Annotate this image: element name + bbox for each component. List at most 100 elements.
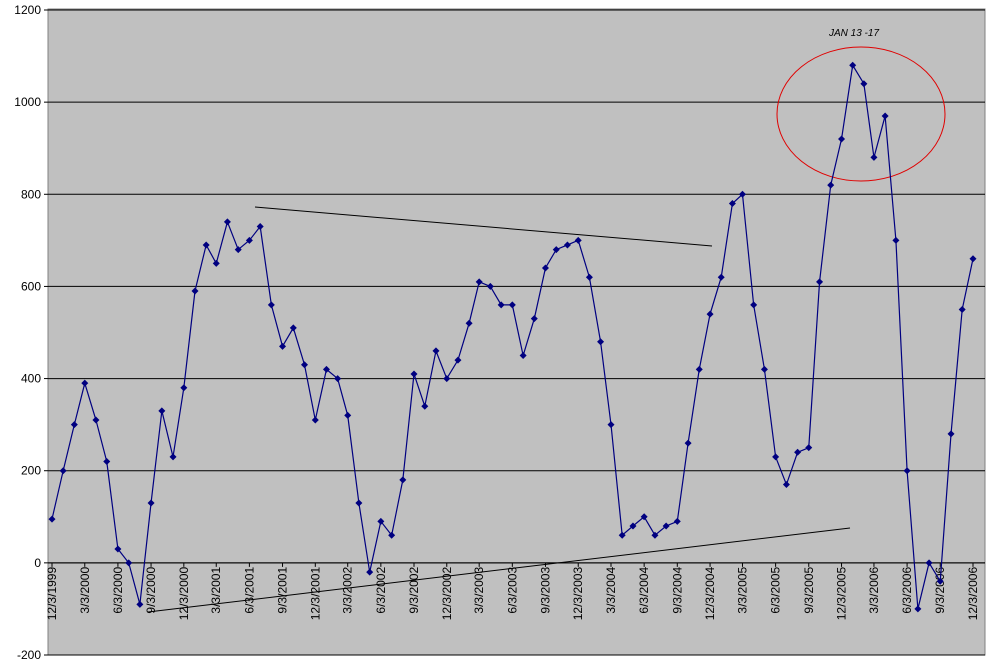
data-point xyxy=(684,439,692,447)
data-point xyxy=(585,273,593,281)
data-point xyxy=(552,246,560,254)
data-point xyxy=(651,531,659,539)
x-tick-label: 9/3/2004 xyxy=(670,567,684,614)
x-tick-label: 6/3/2004 xyxy=(637,567,651,614)
y-tick-label: 1000 xyxy=(14,95,41,109)
data-point xyxy=(958,305,966,313)
data-point xyxy=(245,236,253,244)
x-tick-label: 3/3/2001 xyxy=(209,567,223,614)
data-point xyxy=(388,531,396,539)
data-point xyxy=(969,255,977,263)
data-point xyxy=(223,218,231,226)
data-point xyxy=(772,453,780,461)
data-point xyxy=(695,365,703,373)
data-point xyxy=(629,522,637,530)
data-point xyxy=(454,356,462,364)
data-point xyxy=(421,402,429,410)
data-point xyxy=(136,600,144,608)
data-point xyxy=(738,190,746,198)
data-point xyxy=(267,301,275,309)
x-tick-label: 6/3/2002 xyxy=(374,567,388,614)
data-point xyxy=(202,241,210,249)
data-point xyxy=(465,319,473,327)
data-point xyxy=(300,361,308,369)
data-point xyxy=(212,259,220,267)
data-point xyxy=(125,559,133,567)
data-point xyxy=(158,407,166,415)
data-point xyxy=(103,458,111,465)
x-tick-label: 6/3/2001 xyxy=(242,567,256,614)
data-point xyxy=(607,421,615,429)
data-point xyxy=(805,444,813,452)
data-point xyxy=(618,531,626,539)
data-point xyxy=(180,384,188,392)
x-tick-label: 12/3/2003 xyxy=(571,567,585,621)
data-point xyxy=(794,448,802,456)
data-point xyxy=(256,223,264,231)
data-point xyxy=(849,61,857,69)
x-tick-label: 3/3/2005 xyxy=(735,567,749,614)
data-point xyxy=(816,278,824,286)
data-point xyxy=(838,135,846,143)
x-tick-label: 9/3/2000 xyxy=(144,567,158,614)
x-tick-label: 3/3/2003 xyxy=(472,567,486,614)
data-point xyxy=(673,517,681,525)
trend-line xyxy=(147,527,851,613)
data-point xyxy=(344,411,352,419)
highlight-ellipse xyxy=(776,46,946,182)
x-tick-label: 9/3/2005 xyxy=(802,567,816,614)
data-point xyxy=(914,605,922,613)
data-point xyxy=(114,545,122,553)
y-tick-label: 200 xyxy=(21,464,41,478)
data-point xyxy=(399,476,407,484)
data-point xyxy=(530,315,538,323)
data-point xyxy=(574,236,582,244)
data-point xyxy=(640,513,648,521)
data-point xyxy=(279,342,287,350)
x-tick-label: 3/3/2002 xyxy=(341,567,355,614)
data-point xyxy=(311,416,319,424)
data-point xyxy=(936,577,944,585)
data-point xyxy=(486,282,494,290)
data-point xyxy=(782,481,790,489)
data-point xyxy=(662,522,670,530)
x-tick-label: 9/3/2006 xyxy=(933,567,947,614)
data-point xyxy=(597,338,605,346)
data-point xyxy=(563,241,571,249)
data-point xyxy=(169,453,177,461)
data-point xyxy=(355,499,363,507)
data-point xyxy=(750,301,758,309)
trend-line xyxy=(254,206,713,247)
x-tick-label: 6/3/2003 xyxy=(505,567,519,614)
data-point xyxy=(410,370,418,378)
data-point xyxy=(432,347,440,355)
data-point xyxy=(925,559,933,567)
data-point xyxy=(508,301,516,309)
x-tick-label: 9/3/2002 xyxy=(407,567,421,614)
data-point xyxy=(475,278,483,286)
x-tick-label: 12/3/2002 xyxy=(440,567,454,621)
data-point xyxy=(366,568,374,576)
data-point xyxy=(947,430,955,438)
annotation: JAN 13 -17 xyxy=(828,28,879,39)
data-point xyxy=(443,375,451,383)
x-tick-label: 12/3/2000 xyxy=(177,567,191,621)
data-point xyxy=(717,273,725,281)
data-point xyxy=(377,517,385,525)
x-tick-label: 12/3/2006 xyxy=(966,567,980,621)
x-tick-label: 6/3/2005 xyxy=(769,567,783,614)
data-point xyxy=(870,153,878,161)
data-point xyxy=(234,246,242,254)
data-point xyxy=(892,236,900,244)
x-tick-label: 9/3/2001 xyxy=(276,567,290,614)
x-tick-label: 12/3/1999 xyxy=(45,567,59,621)
data-point xyxy=(881,112,889,120)
data-point xyxy=(760,365,768,373)
y-tick-label: 800 xyxy=(21,187,41,201)
x-tick-label: 3/3/2006 xyxy=(867,567,881,614)
x-tick-label: 12/3/2005 xyxy=(835,567,849,621)
x-tick-label: 3/3/2004 xyxy=(604,567,618,614)
data-point xyxy=(70,421,78,429)
data-point xyxy=(728,200,736,207)
data-point xyxy=(59,467,67,475)
